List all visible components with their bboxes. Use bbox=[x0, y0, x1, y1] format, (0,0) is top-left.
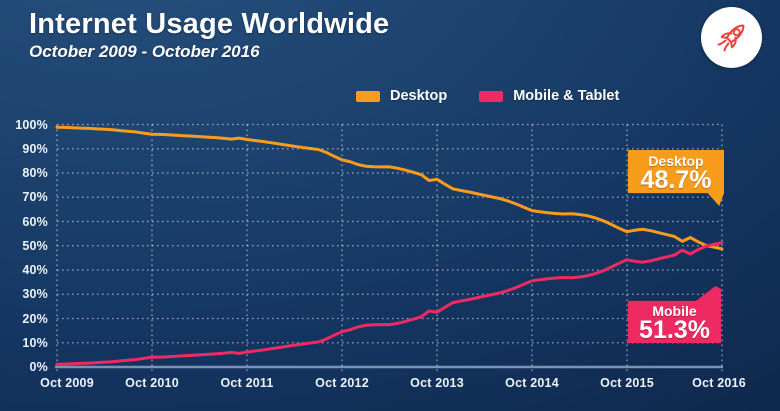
y-tick-label: 60% bbox=[22, 214, 48, 229]
y-tick-label: 30% bbox=[22, 287, 48, 302]
logo-badge bbox=[701, 7, 762, 68]
y-tick-label: 50% bbox=[22, 238, 48, 253]
desktop-swatch-icon bbox=[356, 90, 380, 102]
legend-item-desktop: Desktop bbox=[356, 88, 447, 104]
mobile-callout-label: Mobile bbox=[652, 303, 697, 319]
desktop-callout-label: Desktop bbox=[648, 153, 704, 169]
y-tick-label: 10% bbox=[22, 335, 48, 350]
page-subtitle: October 2009 - October 2016 bbox=[29, 42, 260, 61]
desktop-callout-value: 48.7% bbox=[640, 166, 712, 194]
x-tick-label: Oct 2012 bbox=[315, 376, 369, 390]
chart-header: Internet Usage Worldwide October 2009 - … bbox=[29, 9, 389, 62]
chart-legend: Desktop Mobile & Tablet bbox=[356, 88, 619, 104]
y-tick-label: 100% bbox=[15, 117, 48, 132]
y-tick-label: 80% bbox=[22, 166, 48, 180]
y-tick-label: 40% bbox=[22, 263, 48, 277]
y-tick-label: 0% bbox=[29, 360, 48, 374]
mobile-swatch-icon bbox=[479, 90, 504, 102]
legend-mobile-label: Mobile & Tablet bbox=[513, 88, 620, 104]
rocket-icon bbox=[717, 24, 745, 52]
legend-desktop-label: Desktop bbox=[390, 88, 448, 104]
page-title: Internet Usage Worldwide bbox=[29, 8, 390, 40]
x-tick-label: Oct 2009 bbox=[40, 376, 94, 390]
x-tick-label: Oct 2015 bbox=[600, 376, 654, 390]
y-tick-label: 90% bbox=[22, 141, 48, 156]
x-tick-label: Oct 2010 bbox=[125, 376, 179, 390]
legend-item-mobile: Mobile & Tablet bbox=[479, 88, 619, 104]
x-tick-label: Oct 2014 bbox=[505, 376, 559, 390]
x-tick-label: Oct 2016 bbox=[692, 376, 746, 390]
y-tick-label: 70% bbox=[22, 190, 48, 205]
x-tick-label: Oct 2011 bbox=[220, 376, 274, 390]
mobile-callout-value: 51.3% bbox=[639, 316, 710, 344]
x-tick-label: Oct 2013 bbox=[410, 376, 464, 390]
y-tick-label: 20% bbox=[22, 311, 48, 326]
